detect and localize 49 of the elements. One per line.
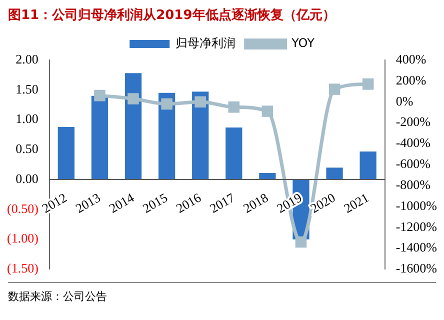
y2-tick-label: -800% (396, 176, 431, 192)
point (362, 78, 374, 90)
y-tick-label: (1.00) (6, 230, 38, 246)
y-tick-label: (0.50) (6, 200, 38, 216)
point (228, 101, 240, 113)
y-tick-label: (1.50) (6, 260, 38, 276)
bar (360, 151, 376, 180)
bar (226, 128, 242, 180)
y-tick-label: 0.50 (16, 141, 38, 156)
bar (91, 96, 108, 180)
y-tick-label: 1.00 (16, 111, 38, 126)
y2-tick-label: -400% (396, 135, 431, 150)
bar (326, 168, 343, 180)
legend-label: 归母净利润 (176, 36, 236, 50)
y2-tick-label: 0% (396, 93, 414, 108)
y2-tick-label: 400% (396, 51, 426, 66)
point (328, 84, 340, 95)
x-tick-label: 2019 (274, 190, 304, 216)
y2-tick-label: -1400% (396, 240, 438, 255)
point (161, 98, 172, 110)
point (94, 90, 106, 102)
y-tick-label: 1.50 (16, 81, 38, 96)
bar (58, 126, 74, 180)
x-tick-label: 2015 (140, 190, 170, 216)
y2-tick-label: -1600% (396, 260, 438, 276)
point (295, 236, 307, 248)
point (128, 93, 139, 104)
y2-tick-label: -600% (396, 156, 431, 172)
x-tick-label: 2016 (174, 190, 204, 216)
source-note: 数据来源：公司公告 (8, 289, 107, 304)
x-tick-label: 2012 (39, 190, 70, 216)
bar (259, 172, 276, 180)
y2-tick-label: -1200% (396, 218, 438, 234)
x-tick-label: 2018 (240, 190, 271, 216)
y-tick-label: 0.00 (16, 170, 38, 186)
x-tick-label: 2020 (308, 190, 338, 216)
point (194, 96, 206, 108)
x-tick-label: 2017 (207, 190, 238, 216)
x-tick-label: 2014 (106, 190, 137, 216)
chart-title: 图11：公司归母净利润从2019年低点逐渐恢复（亿元） (8, 6, 336, 24)
bar (124, 73, 142, 180)
legend-label: YOY (290, 36, 316, 50)
point (262, 106, 274, 117)
y-tick-label: 2.00 (16, 51, 38, 66)
y2-tick-label: -1000% (396, 198, 438, 213)
x-tick-label: 2021 (341, 190, 372, 216)
y2-tick-label: 200% (396, 72, 426, 88)
y2-tick-label: -200% (396, 114, 431, 130)
x-tick-label: 2013 (72, 190, 103, 216)
